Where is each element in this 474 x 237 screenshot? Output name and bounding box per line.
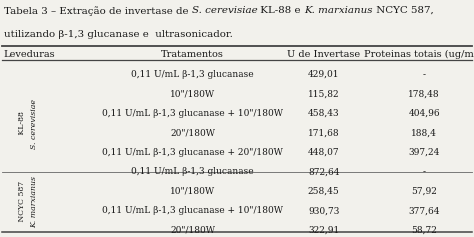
Text: 0,11 U/mL β-1,3 glucanase + 20"/180W: 0,11 U/mL β-1,3 glucanase + 20"/180W [102,148,283,157]
Text: 872,64: 872,64 [308,167,339,176]
Text: Tratamentos: Tratamentos [161,50,224,59]
Text: 188,4: 188,4 [411,128,437,137]
Text: NCYC 587,: NCYC 587, [373,6,433,15]
Text: S. cerevisiae: S. cerevisiae [191,6,257,15]
Text: 322,91: 322,91 [308,226,339,235]
Text: 448,07: 448,07 [308,148,339,157]
Text: 10"/180W: 10"/180W [170,90,215,99]
Text: -: - [423,70,426,79]
Text: 377,64: 377,64 [409,206,440,215]
Text: 429,01: 429,01 [308,70,339,79]
Text: Leveduras: Leveduras [4,50,55,59]
Text: 397,24: 397,24 [409,148,440,157]
Text: utilizando β-1,3 glucanase e  ultrasonicador.: utilizando β-1,3 glucanase e ultrasonica… [4,30,233,39]
Text: K. marxianus: K. marxianus [30,176,38,228]
Text: 58,72: 58,72 [411,226,437,235]
Text: 458,43: 458,43 [308,109,339,118]
Text: 171,68: 171,68 [308,128,339,137]
Text: Tabela 3 – Extração de invertase de: Tabela 3 – Extração de invertase de [4,6,191,16]
Text: KL-88 e: KL-88 e [257,6,304,15]
Text: KL-88: KL-88 [18,111,26,137]
Text: 930,73: 930,73 [308,206,339,215]
Text: 0,11 U/mL β-1,3 glucanase + 10"/180W: 0,11 U/mL β-1,3 glucanase + 10"/180W [102,206,283,215]
Text: 0,11 U/mL β-1,3 glucanase + 10"/180W: 0,11 U/mL β-1,3 glucanase + 10"/180W [102,109,283,118]
Text: Proteinas totais (ug/mL): Proteinas totais (ug/mL) [364,50,474,59]
Text: -: - [423,167,426,176]
Text: K. marxianus: K. marxianus [304,6,373,15]
Text: 57,92: 57,92 [411,187,437,196]
Text: 178,48: 178,48 [409,90,440,99]
Text: 258,45: 258,45 [308,187,339,196]
Text: NCYC 587: NCYC 587 [18,181,26,224]
Text: 0,11 U/mL β-1,3 glucanase: 0,11 U/mL β-1,3 glucanase [131,70,254,79]
Text: 10"/180W: 10"/180W [170,187,215,196]
Text: 115,82: 115,82 [308,90,339,99]
Text: 20"/180W: 20"/180W [170,128,215,137]
Text: 0,11 U/mL β-1,3 glucanase: 0,11 U/mL β-1,3 glucanase [131,167,254,176]
Text: 404,96: 404,96 [409,109,440,118]
Text: U de Invertase: U de Invertase [287,50,360,59]
Text: S. cerevisiae: S. cerevisiae [30,99,38,149]
Text: 20"/180W: 20"/180W [170,226,215,235]
